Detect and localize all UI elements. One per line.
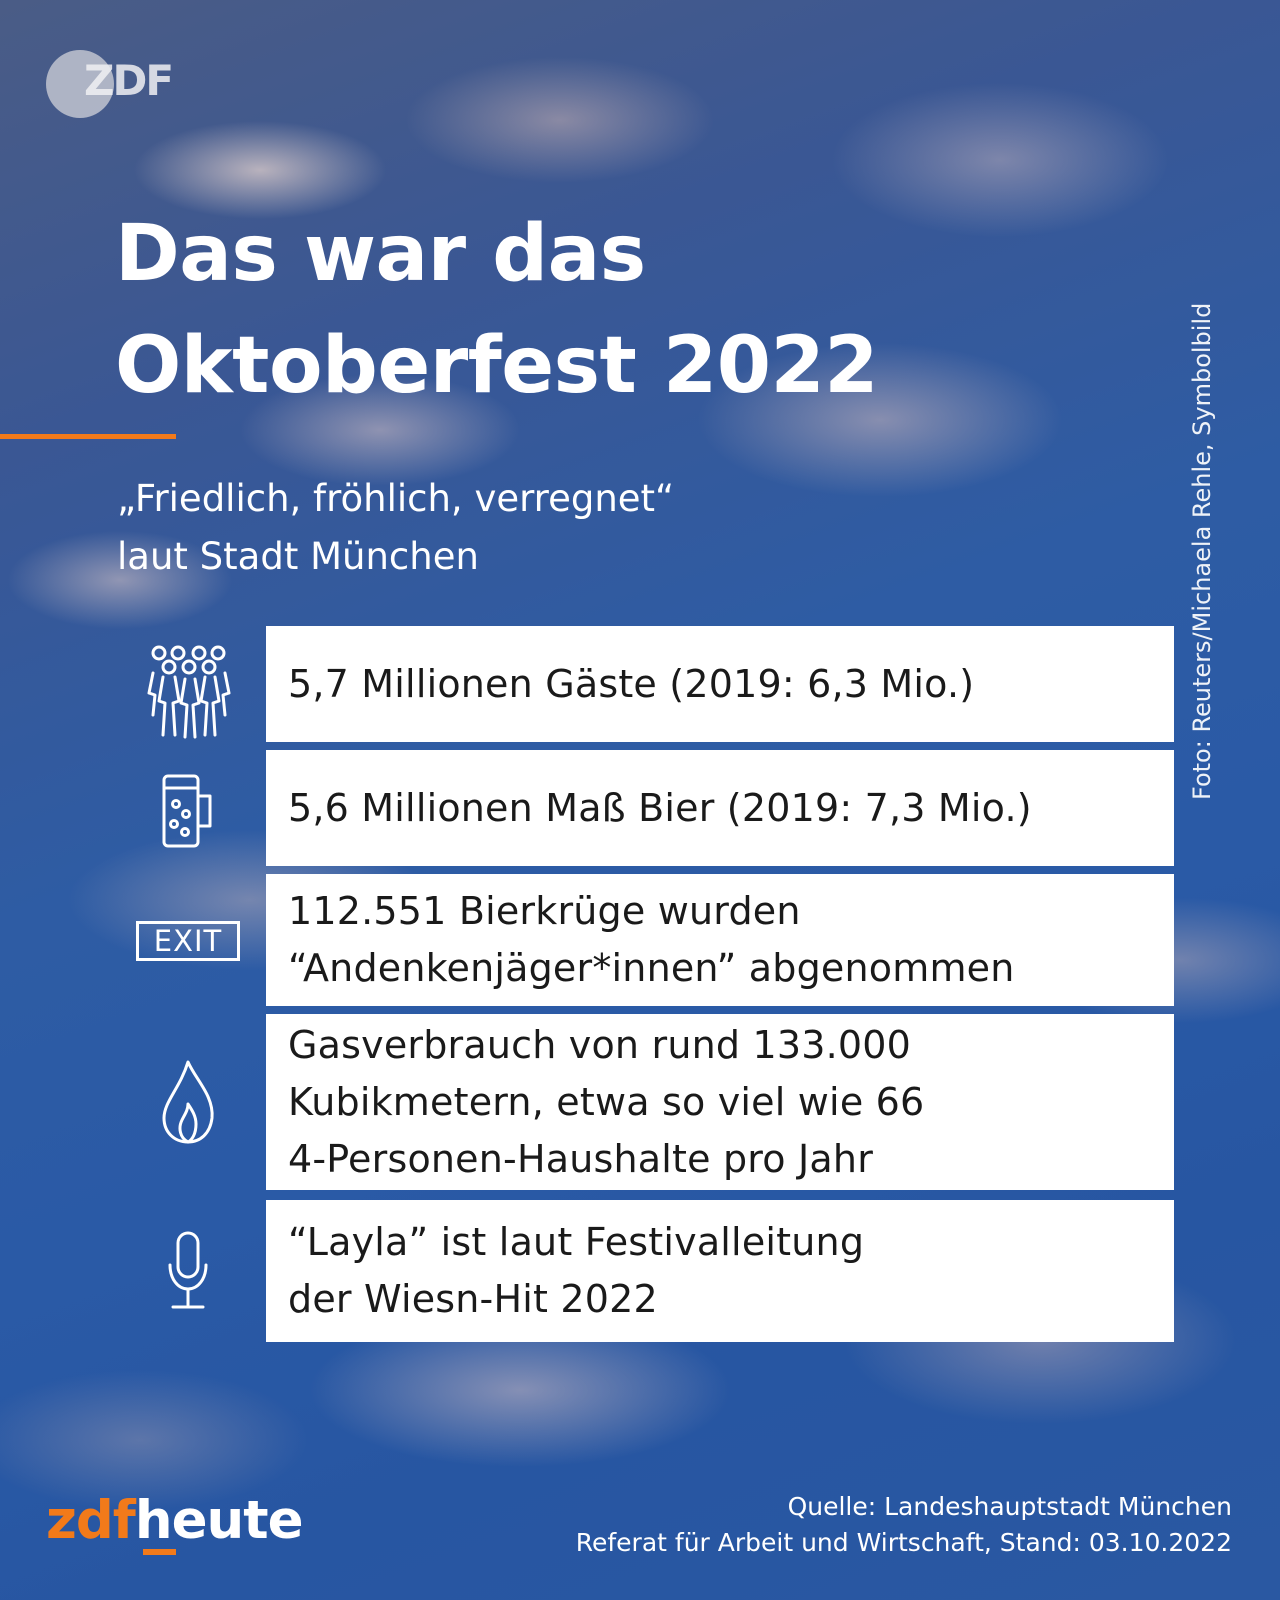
gas-flame-icon [133,1014,243,1190]
fact-text-line-2: Kubikmetern, etwa so viel wie 66 [288,1079,925,1124]
fact-text-line-1: 112.551 Bierkrüge wurden [288,889,801,933]
photo-credit: Foto: Reuters/Michaela Rehle, Symbolbild [1188,302,1216,800]
fact-card-beer: 5,6 Millionen Maß Bier (2019: 7,3 Mio.) [266,750,1174,866]
fact-text-line-1: “Layla” ist laut Festivalleitung [288,1220,865,1264]
fact-text: 5,7 Millionen Gäste (2019: 6,3 Mio.) [288,661,975,706]
fact-card-visitors: 5,7 Millionen Gäste (2019: 6,3 Mio.) [266,626,1174,742]
fact-text-line-2: der Wiesn-Hit 2022 [288,1277,658,1321]
fact-text: 5,6 Millionen Maß Bier (2019: 7,3 Mio.) [288,785,1032,830]
subtitle-line-1: „Friedlich, fröhlich, verregnet“ [117,477,675,520]
zdfheute-logo: zdfheute [46,1490,304,1552]
brand-underline [143,1549,176,1555]
fact-card-song: “Layla” ist laut Festivalleitung der Wie… [266,1200,1174,1342]
source-note: Quelle: Landeshauptstadt München Referat… [472,1489,1232,1561]
source-line-2: Referat für Arbeit und Wirtschaft, Stand… [575,1528,1232,1557]
crowd-icon [133,636,243,746]
fact-card-steins: 112.551 Bierkrüge wurden “Andenkenjäger*… [266,874,1174,1006]
exit-sign-icon-wrapper: EXIT [133,876,243,1006]
zdf-logo: ZDF [46,50,176,120]
fact-card-gas: Gasverbrauch von rund 133.000 Kubikmeter… [266,1014,1174,1190]
accent-divider [0,434,176,439]
zdf-logo-text: ZDF [84,56,174,105]
title-line-1: Das war das [115,209,646,299]
fact-text-line-3: 4-Personen-Haushalte pro Jahr [288,1136,874,1181]
brand-heute: heute [134,1490,304,1551]
page-title: Das war das Oktoberfest 2022 [115,198,1015,422]
exit-sign-icon: EXIT [136,921,240,961]
zdf-logo-disc [46,50,114,118]
title-line-2: Oktoberfest 2022 [115,321,879,411]
fact-text-line-1: Gasverbrauch von rund 133.000 [288,1022,912,1067]
brand-zdf: zdf [46,1490,136,1551]
beer-mug-icon [133,752,243,868]
source-line-1: Quelle: Landeshauptstadt München [787,1492,1232,1521]
microphone-icon [133,1200,243,1340]
subtitle: „Friedlich, fröhlich, verregnet“ laut St… [117,470,917,586]
subtitle-line-2: laut Stadt München [117,535,479,578]
fact-text-line-2: “Andenkenjäger*innen” abgenommen [288,946,1015,990]
